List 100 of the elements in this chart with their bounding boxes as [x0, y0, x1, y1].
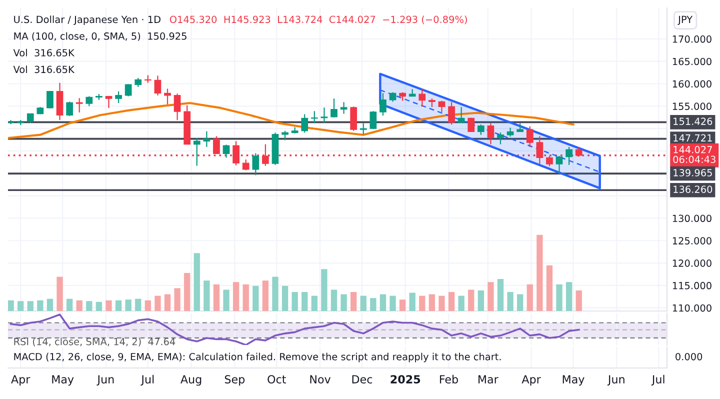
bar — [566, 282, 572, 311]
bar — [125, 300, 132, 311]
bar — [164, 294, 171, 311]
annotation: Vol 316.65K — [13, 48, 75, 56]
candlestick — [8, 120, 14, 125]
candlestick — [320, 106, 328, 124]
x-tick-label: Feb — [440, 374, 458, 384]
bar — [517, 294, 524, 311]
bar — [76, 300, 82, 311]
bar — [390, 296, 396, 311]
candlestick — [340, 102, 348, 114]
bar — [409, 292, 416, 311]
candlestick — [380, 92, 386, 116]
bar — [154, 296, 161, 311]
x-tick-label: Mar — [478, 375, 498, 384]
bar — [86, 301, 92, 311]
x-tick-label: May — [52, 375, 74, 386]
y-tick-label: 165.000 — [672, 58, 712, 66]
bar — [37, 300, 44, 311]
candlestick — [301, 114, 308, 134]
line-series — [8, 102, 574, 140]
candlestick — [242, 158, 250, 171]
bar — [448, 292, 455, 311]
candlestick — [418, 88, 426, 108]
x-tick-label: Sep — [224, 375, 245, 386]
candlestick — [468, 117, 475, 132]
y-tick-label: 155.000 — [672, 102, 712, 110]
candlestick — [487, 122, 494, 145]
bar — [478, 290, 484, 311]
candlestick — [154, 75, 162, 96]
candlestick — [222, 144, 230, 158]
bar — [576, 290, 582, 311]
x-tick-label: Dec — [352, 375, 372, 384]
bar — [311, 296, 318, 311]
candlestick — [526, 126, 534, 148]
ref-line-label: 139.965 — [674, 169, 712, 176]
bar — [194, 253, 200, 311]
candlestick — [164, 88, 171, 105]
text: U.S. Dollar / Japanese Yen · 1D — [14, 16, 160, 25]
bar — [262, 280, 269, 311]
bar — [302, 292, 308, 311]
bar — [106, 300, 112, 311]
bar — [66, 298, 73, 311]
y-tick-label: 115.000 — [672, 282, 712, 290]
x-tick-label: Jul — [651, 374, 664, 386]
bar — [174, 288, 180, 311]
candlestick — [174, 93, 181, 121]
candlestick — [66, 101, 73, 117]
candlestick — [330, 98, 338, 118]
bar — [213, 284, 220, 311]
bar — [370, 298, 376, 311]
x-tick-label: May — [562, 375, 584, 386]
candlestick — [477, 124, 484, 136]
y-axis-title: JPY — [678, 16, 693, 25]
ref-line-label: 151.426 — [674, 118, 712, 125]
bar — [399, 300, 406, 311]
bar — [18, 301, 24, 311]
bar — [242, 284, 249, 311]
candlestick — [105, 95, 112, 109]
candlestick — [350, 106, 358, 132]
annotation: MA (100, close, 0, SMA, 5) 150.925 — [14, 32, 186, 41]
bar — [282, 286, 288, 311]
x-tick-label: Apr — [11, 375, 30, 386]
text: O145.320 H145.923 L143.724 C144.027 −1.293 (−0.89%) — [170, 16, 467, 24]
bar — [526, 284, 533, 311]
bar — [232, 282, 240, 311]
bar — [546, 265, 553, 311]
candlestick — [115, 90, 122, 104]
candlestick — [310, 110, 318, 124]
bar — [497, 279, 504, 311]
bar — [350, 292, 357, 311]
bar — [115, 300, 122, 311]
bar — [556, 284, 562, 311]
bar — [252, 286, 259, 311]
x-tick-label: Aug — [180, 375, 202, 386]
bar — [272, 276, 278, 311]
x-tick-label: 2025 — [390, 375, 420, 384]
bar — [27, 301, 34, 311]
bar — [468, 290, 474, 311]
bar — [223, 290, 230, 311]
bar — [321, 269, 328, 311]
x-tick-label: Oct — [268, 375, 286, 384]
bar — [46, 298, 54, 311]
bar — [204, 280, 210, 311]
ref-line-label: 144.027 06:04:43 — [673, 146, 716, 164]
ref-line-label: 147.721 — [674, 134, 712, 142]
bar — [380, 294, 386, 311]
annotation: Vol 316.65K — [13, 66, 75, 74]
bar — [419, 296, 426, 311]
x-tick-label: Nov — [310, 375, 331, 384]
candlestick — [458, 106, 465, 124]
y-tick-label: 160.000 — [672, 80, 712, 88]
candlestick — [360, 122, 367, 135]
candlestick — [193, 137, 200, 166]
bar — [428, 294, 436, 311]
candlestick — [566, 146, 572, 166]
bar — [8, 300, 14, 311]
candlestick — [56, 82, 64, 121]
bar — [458, 296, 464, 311]
y-tick-label: 170.000 — [672, 35, 712, 43]
